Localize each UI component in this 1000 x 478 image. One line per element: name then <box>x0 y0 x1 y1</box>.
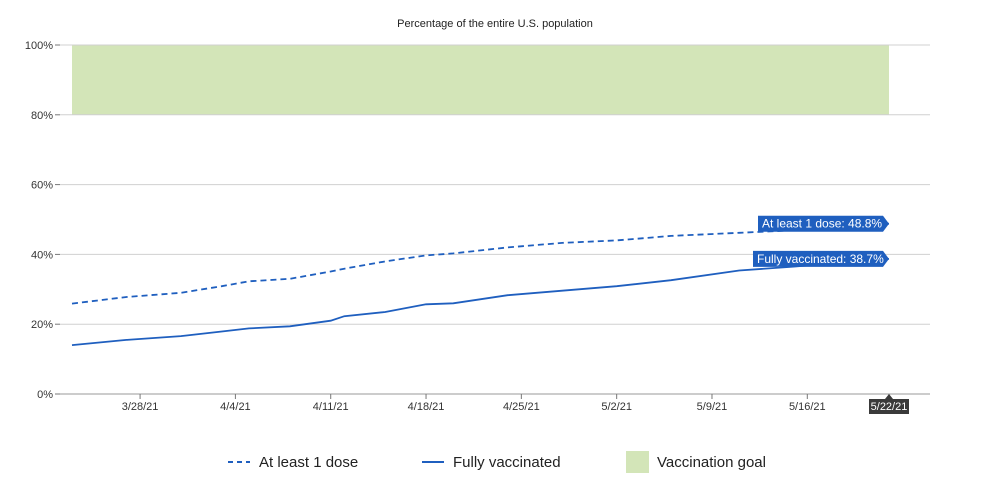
callout-layer: At least 1 dose: 48.8% Fully vaccinated: … <box>753 215 889 267</box>
hover-date-tooltip: 5/22/21 <box>869 394 909 414</box>
at-least-one-dose-line <box>71 222 890 305</box>
chart-subtitle: Percentage of the entire U.S. population <box>397 18 593 30</box>
callout-text: Fully vaccinated: 38.7% <box>757 252 884 266</box>
x-tick-label: 5/2/21 <box>601 401 632 413</box>
x-axis: 3/28/21 4/4/21 4/11/21 4/18/21 4/25/21 5/2/21… <box>122 394 907 413</box>
hover-tooltip-text: 5/22/21 <box>871 401 908 413</box>
callout-bg <box>753 250 889 267</box>
hover-layer: 5/22/21 <box>869 394 909 414</box>
legend-item: Vaccination goal <box>626 451 766 473</box>
y-tick-label: 100% <box>25 40 53 52</box>
legend-label: At least 1 dose <box>259 454 358 471</box>
y-tick-label: 0% <box>37 389 53 401</box>
callout-text: At least 1 dose: 48.8% <box>762 217 882 231</box>
y-tick-label: 80% <box>31 110 53 122</box>
y-tick-label: 60% <box>31 180 53 192</box>
legend-item: Fully vaccinated <box>422 454 561 471</box>
fully-vaccinated-line <box>71 258 890 346</box>
goal-band-layer <box>72 45 889 115</box>
legend-item: At least 1 dose <box>228 454 358 471</box>
x-tick-label: 5/9/21 <box>697 401 728 413</box>
x-tick-label: 3/28/21 <box>122 401 159 413</box>
legend-label: Vaccination goal <box>657 454 766 471</box>
fully-vaccinated-callout: Fully vaccinated: 38.7% <box>753 250 889 267</box>
callout-bg <box>758 215 889 232</box>
x-tick-label: 4/4/21 <box>220 401 251 413</box>
legend-label: Fully vaccinated <box>453 454 561 471</box>
legend: At least 1 dose Fully vaccinated Vaccinati… <box>228 451 766 473</box>
y-axis: 0% 20% 40% 60% 80% 100% <box>25 40 60 401</box>
at-least-one-dose-callout: At least 1 dose: 48.8% <box>758 215 889 232</box>
y-tick-label: 40% <box>31 249 53 261</box>
hover-tooltip-bg <box>869 394 909 414</box>
y-tick-label: 20% <box>31 319 53 331</box>
goal-band-rect <box>72 45 889 115</box>
grid-layer <box>60 44 930 395</box>
series-layer <box>71 222 890 346</box>
x-tick-label: 5/16/21 <box>789 401 826 413</box>
x-tick-label: 4/18/21 <box>408 401 445 413</box>
x-tick-label: 4/11/21 <box>313 401 349 413</box>
legend-swatch <box>626 451 649 473</box>
x-tick-label: 4/25/21 <box>503 401 540 413</box>
